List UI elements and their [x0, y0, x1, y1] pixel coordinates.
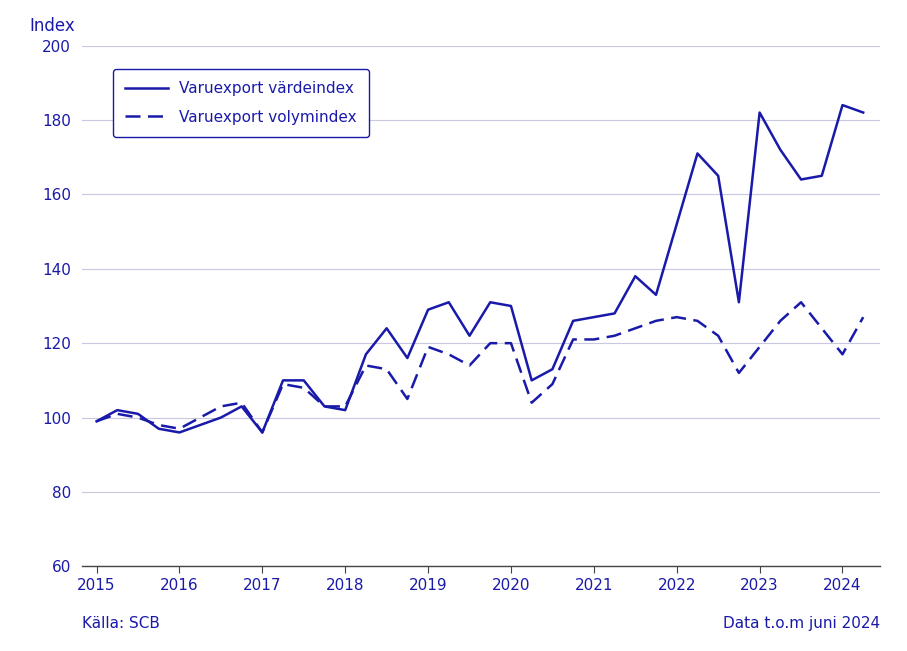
- Varuexport volymindex: [112, 410, 122, 418]
- Varuexport värdeindex: [650, 291, 661, 299]
- Varuexport värdeindex: [568, 317, 579, 325]
- Varuexport volymindex: [319, 402, 330, 410]
- Varuexport volymindex: [629, 324, 640, 332]
- Legend: Varuexport värdeindex, Varuexport volymindex: Varuexport värdeindex, Varuexport volymi…: [113, 69, 369, 137]
- Varuexport volymindex: [775, 317, 785, 325]
- Varuexport värdeindex: [174, 428, 185, 436]
- Varuexport värdeindex: [858, 109, 869, 117]
- Varuexport värdeindex: [775, 146, 785, 154]
- Varuexport värdeindex: [360, 350, 371, 358]
- Varuexport värdeindex: [381, 324, 392, 332]
- Varuexport volymindex: [216, 402, 227, 410]
- Varuexport värdeindex: [236, 402, 247, 410]
- Varuexport värdeindex: [816, 172, 827, 180]
- Varuexport volymindex: [195, 413, 206, 421]
- Varuexport volymindex: [153, 421, 164, 429]
- Varuexport värdeindex: [444, 298, 454, 306]
- Text: Data t.o.m juni 2024: Data t.o.m juni 2024: [723, 616, 880, 631]
- Varuexport volymindex: [91, 417, 102, 425]
- Line: Varuexport volymindex: Varuexport volymindex: [96, 302, 863, 432]
- Varuexport volymindex: [837, 350, 848, 358]
- Varuexport värdeindex: [713, 172, 724, 180]
- Varuexport värdeindex: [464, 332, 475, 340]
- Varuexport volymindex: [795, 298, 806, 306]
- Varuexport volymindex: [464, 361, 475, 369]
- Varuexport volymindex: [360, 361, 371, 369]
- Varuexport värdeindex: [112, 406, 122, 414]
- Varuexport värdeindex: [216, 413, 227, 421]
- Line: Varuexport värdeindex: Varuexport värdeindex: [96, 105, 863, 432]
- Varuexport värdeindex: [734, 298, 745, 306]
- Varuexport värdeindex: [610, 309, 620, 317]
- Varuexport volymindex: [816, 324, 827, 332]
- Varuexport värdeindex: [319, 402, 330, 410]
- Varuexport värdeindex: [547, 365, 558, 373]
- Varuexport värdeindex: [526, 376, 537, 384]
- Varuexport värdeindex: [629, 272, 640, 280]
- Varuexport värdeindex: [795, 176, 806, 184]
- Varuexport värdeindex: [671, 220, 682, 228]
- Varuexport värdeindex: [132, 410, 143, 418]
- Varuexport värdeindex: [589, 313, 600, 321]
- Varuexport värdeindex: [195, 421, 206, 429]
- Varuexport volymindex: [444, 350, 454, 358]
- Varuexport värdeindex: [298, 376, 309, 384]
- Varuexport värdeindex: [91, 417, 102, 425]
- Varuexport volymindex: [485, 339, 496, 347]
- Text: Index: Index: [30, 17, 75, 35]
- Varuexport volymindex: [236, 399, 247, 407]
- Varuexport volymindex: [257, 428, 268, 436]
- Varuexport volymindex: [132, 413, 143, 421]
- Varuexport volymindex: [547, 380, 558, 388]
- Varuexport volymindex: [589, 335, 600, 343]
- Varuexport värdeindex: [423, 306, 434, 314]
- Varuexport värdeindex: [837, 101, 848, 109]
- Varuexport volymindex: [734, 369, 745, 377]
- Varuexport volymindex: [298, 384, 309, 392]
- Varuexport värdeindex: [692, 150, 703, 158]
- Varuexport volymindex: [858, 313, 869, 321]
- Varuexport volymindex: [423, 343, 434, 351]
- Text: Källa: SCB: Källa: SCB: [82, 616, 160, 631]
- Varuexport volymindex: [278, 380, 288, 388]
- Varuexport volymindex: [340, 402, 351, 410]
- Varuexport volymindex: [402, 395, 413, 403]
- Varuexport värdeindex: [257, 428, 268, 436]
- Varuexport volymindex: [754, 343, 765, 351]
- Varuexport värdeindex: [153, 425, 164, 433]
- Varuexport värdeindex: [754, 109, 765, 117]
- Varuexport volymindex: [526, 399, 537, 407]
- Varuexport värdeindex: [402, 354, 413, 362]
- Varuexport volymindex: [174, 425, 185, 433]
- Varuexport värdeindex: [485, 298, 496, 306]
- Varuexport volymindex: [671, 313, 682, 321]
- Varuexport volymindex: [381, 365, 392, 373]
- Varuexport volymindex: [610, 332, 620, 340]
- Varuexport volymindex: [692, 317, 703, 325]
- Varuexport värdeindex: [340, 406, 351, 414]
- Varuexport värdeindex: [505, 302, 516, 310]
- Varuexport värdeindex: [278, 376, 288, 384]
- Varuexport volymindex: [650, 317, 661, 325]
- Varuexport volymindex: [505, 339, 516, 347]
- Varuexport volymindex: [568, 335, 579, 343]
- Varuexport volymindex: [713, 332, 724, 340]
